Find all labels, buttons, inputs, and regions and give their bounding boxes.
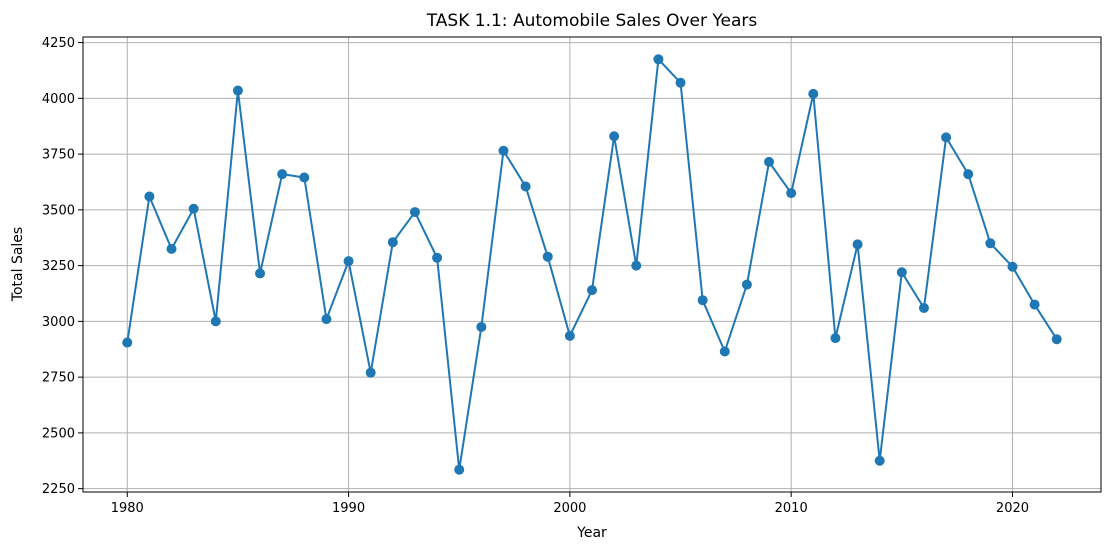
data-point bbox=[564, 330, 575, 341]
y-tick-label: 2250 bbox=[42, 482, 75, 497]
data-point bbox=[963, 169, 974, 180]
y-tick-label: 3750 bbox=[42, 148, 75, 163]
data-point bbox=[277, 169, 288, 180]
y-axis-ticks: 2250 2500 2750 3000 3250 3500 3750 4000 4250 bbox=[42, 36, 83, 497]
data-point bbox=[343, 256, 354, 267]
data-point bbox=[1051, 334, 1062, 345]
y-tick-label: 4000 bbox=[42, 92, 75, 107]
y-tick-label: 3250 bbox=[42, 259, 75, 274]
data-point bbox=[188, 203, 199, 214]
plot-frame bbox=[82, 36, 1102, 493]
data-point bbox=[764, 156, 775, 167]
data-point bbox=[321, 314, 332, 325]
x-tick-label: 1990 bbox=[332, 501, 365, 516]
x-tick-label: 2020 bbox=[996, 501, 1029, 516]
data-point bbox=[631, 260, 642, 271]
data-point bbox=[941, 132, 952, 143]
y-tick-label: 2750 bbox=[42, 371, 75, 386]
data-point bbox=[144, 191, 155, 202]
y-tick-label: 4250 bbox=[42, 36, 75, 51]
chart-title: TASK 1.1: Automobile Sales Over Years bbox=[426, 11, 758, 31]
y-tick-label: 2500 bbox=[42, 426, 75, 441]
data-point bbox=[432, 252, 443, 263]
data-point bbox=[719, 346, 730, 357]
data-point bbox=[498, 145, 509, 156]
data-point bbox=[409, 207, 420, 218]
data-point bbox=[675, 77, 686, 88]
data-point bbox=[985, 238, 996, 249]
data-point bbox=[587, 285, 597, 296]
data-point bbox=[122, 337, 133, 348]
series-layer bbox=[122, 54, 1062, 475]
data-point bbox=[387, 237, 398, 248]
data-point bbox=[609, 131, 620, 142]
data-point bbox=[166, 243, 177, 254]
y-tick-label: 3500 bbox=[42, 203, 75, 218]
x-tick-label: 2000 bbox=[553, 501, 586, 516]
data-point bbox=[476, 321, 487, 332]
data-point bbox=[232, 85, 243, 96]
x-axis-label: Year bbox=[576, 525, 607, 541]
data-point bbox=[653, 54, 664, 65]
x-axis-ticks: 1980 1990 2000 2010 2020 bbox=[111, 492, 1029, 516]
data-point bbox=[697, 295, 708, 306]
data-point bbox=[454, 464, 465, 475]
data-point bbox=[874, 455, 885, 466]
x-tick-label: 2010 bbox=[775, 501, 808, 516]
data-point bbox=[808, 88, 819, 99]
data-point bbox=[1007, 261, 1018, 272]
data-point bbox=[520, 181, 531, 192]
data-point bbox=[255, 268, 266, 279]
data-point bbox=[1029, 299, 1040, 310]
data-point bbox=[786, 188, 797, 199]
data-point bbox=[896, 267, 907, 278]
y-axis-label: Total Sales bbox=[10, 227, 26, 302]
data-point bbox=[852, 239, 863, 250]
data-point bbox=[542, 251, 553, 262]
data-point bbox=[210, 316, 221, 327]
data-point bbox=[365, 367, 376, 378]
x-tick-label: 1980 bbox=[111, 501, 144, 516]
data-point bbox=[299, 172, 310, 183]
data-point bbox=[741, 279, 752, 290]
y-tick-label: 3000 bbox=[42, 315, 75, 330]
data-point bbox=[830, 333, 841, 344]
data-point bbox=[918, 302, 929, 313]
